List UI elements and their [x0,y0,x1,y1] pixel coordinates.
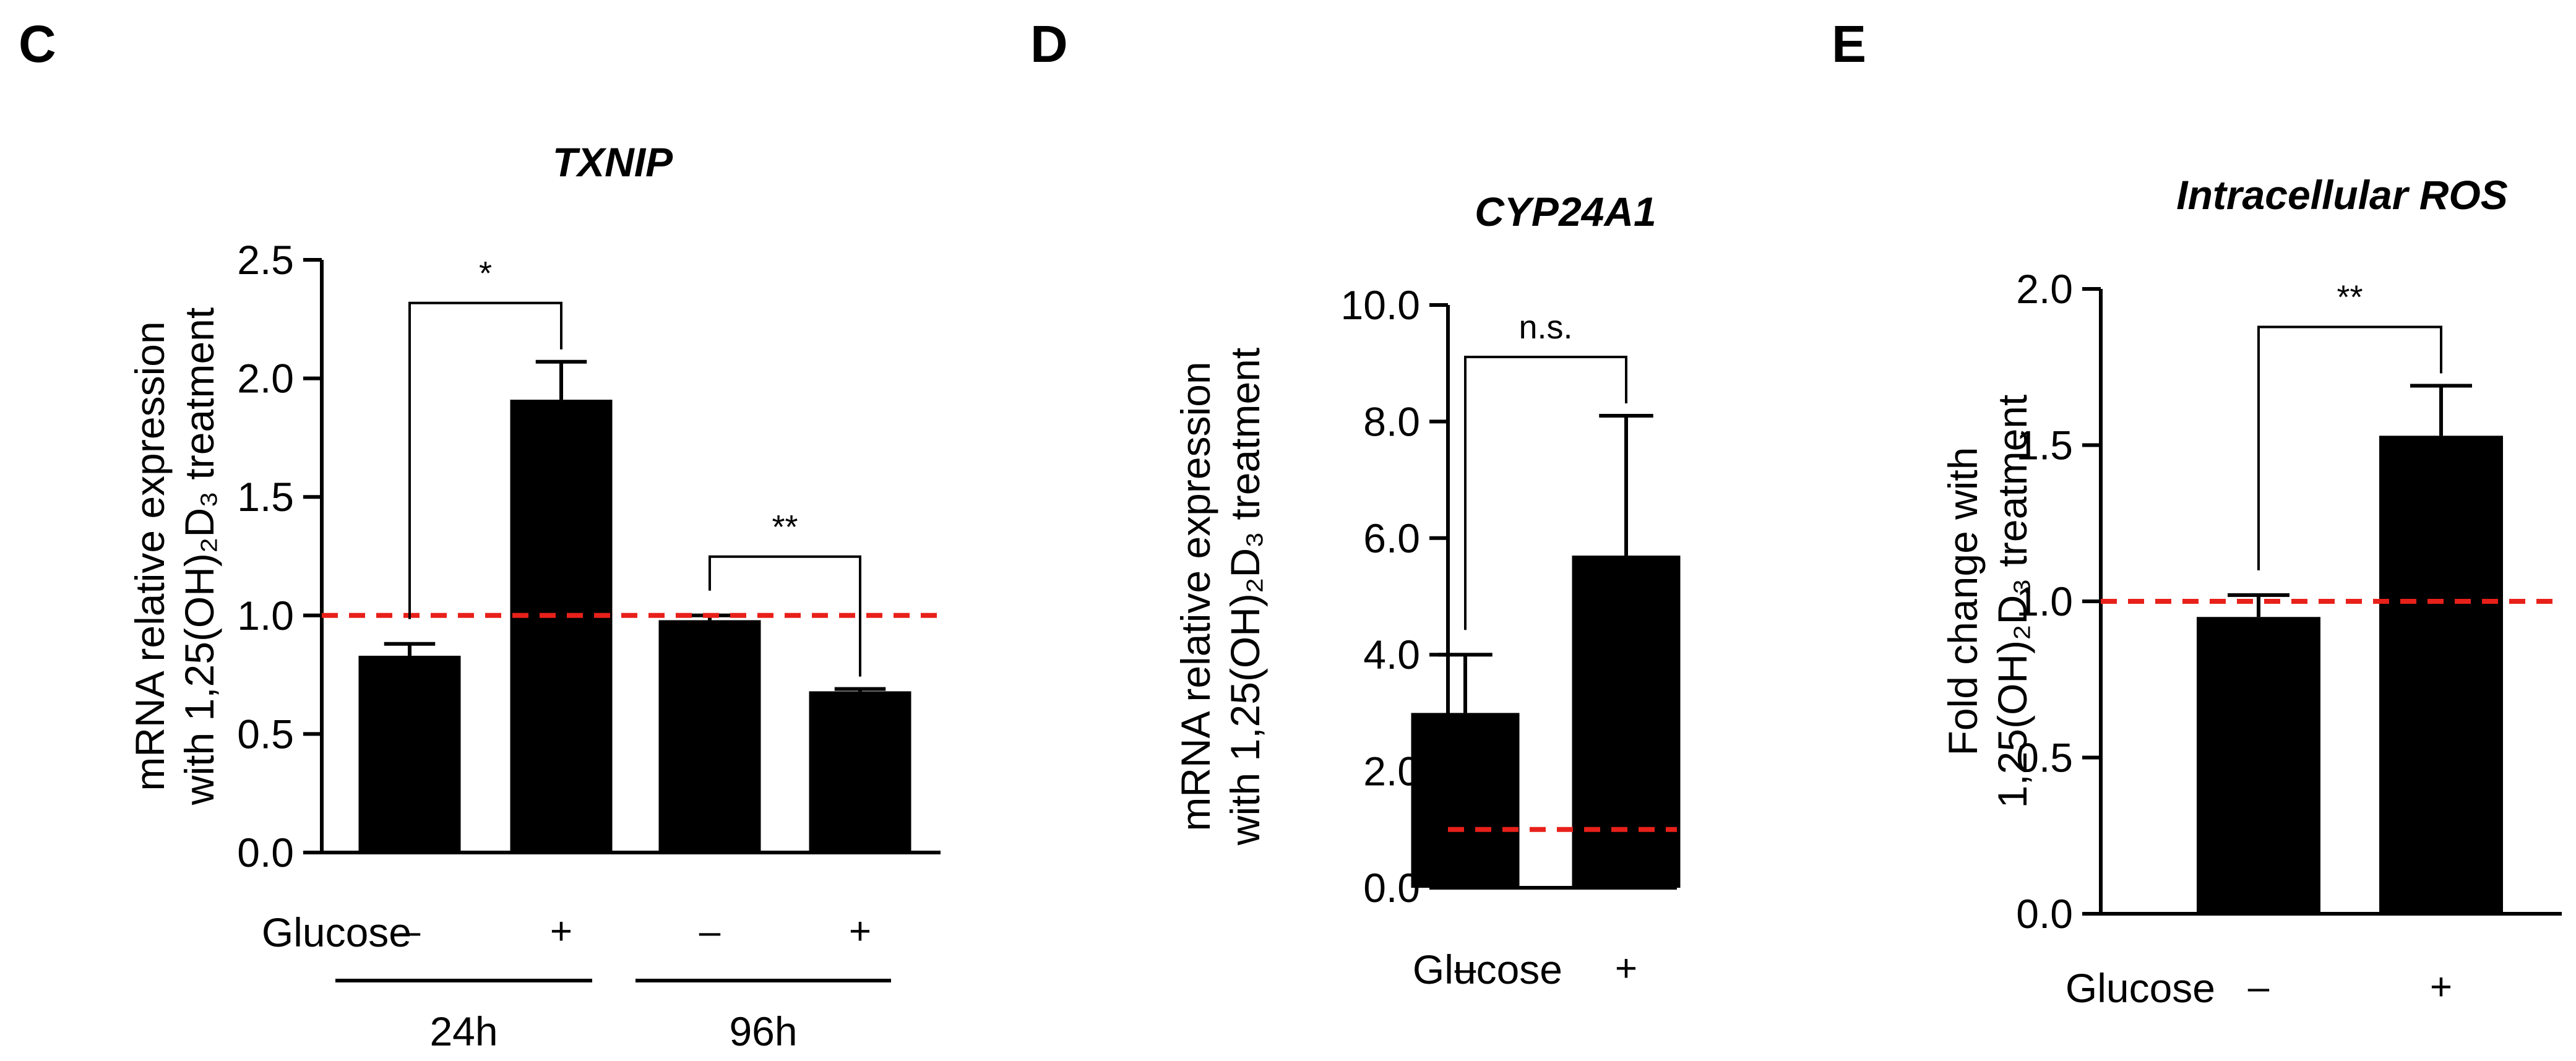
y-tick-label: 8.0 [1363,398,1420,444]
x-tick-label: + [1615,947,1637,990]
significance-bracket [408,301,562,619]
group-label: 24h [429,1008,498,1054]
y-tick-label: 2.0 [237,356,294,402]
x-tick-label: + [849,910,871,953]
bar [2197,617,2320,914]
significance-label: ** [772,509,798,546]
y-tick-label: 1.0 [2016,578,2073,624]
x-tick-label: – [1455,947,1476,990]
chart-panel-d: CYP24A1 mRNA relative expression with 1,25… [1173,189,1681,992]
y-tick-label: 1.5 [2016,423,2073,468]
bar [658,620,761,853]
significance-label: n.s. [1518,309,1572,346]
chart-title: TXNIP [553,139,673,185]
y-axis-label-line1: mRNA relative expression [127,321,173,791]
x-tick-label: – [2248,966,2270,1008]
y-tick-label: 6.0 [1363,515,1420,561]
panel-label-e: E [1832,15,1866,73]
y-tick-label: 2.0 [2016,266,2073,312]
group-label: 96h [729,1008,797,1054]
x-tick-label: + [2430,966,2452,1008]
y-tick-label: 0.0 [1363,865,1420,911]
y-tick-label: 2.0 [1363,749,1420,794]
bar [2379,436,2503,914]
x-axis-label: Glucose [1413,947,1562,992]
y-tick-label: 0.5 [237,711,294,757]
bar [510,400,613,853]
y-tick-label: 2.5 [237,237,294,283]
y-axis-label-line1: mRNA relative expression [1173,361,1218,831]
significance-label: * [479,255,492,292]
x-axis-label: Glucose [262,909,411,955]
y-axis-label-line2: 1,25(OH)₂D₃ treatment [1989,395,2035,809]
significance-bracket [1464,355,1627,630]
panel-label-c: C [19,15,56,73]
significance-bracket [2257,325,2442,570]
y-tick-label: 1.5 [237,474,294,520]
bar [358,655,461,853]
bar [809,691,911,853]
x-tick-label: – [699,910,721,953]
y-axis-label-line1: Fold change with [1940,447,1986,756]
panel-label-d: D [1030,15,1068,73]
significance-bracket [709,555,861,677]
y-tick-label: 0.5 [2016,735,2073,781]
x-tick-label: – [399,910,421,953]
y-tick-label: 1.0 [237,593,294,638]
bar [1411,713,1520,888]
x-tick-label: + [550,910,572,953]
chart-title: Intracellular ROS [2176,172,2508,218]
x-axis-label: Glucose [2066,965,2215,1011]
significance-label: ** [2337,279,2363,316]
y-tick-label: 0.0 [2016,891,2073,937]
y-axis-label-line2: with 1,25(OH)₂D₃ treatment [1222,348,1268,846]
chart-title: CYP24A1 [1475,189,1656,234]
y-tick-label: 10.0 [1341,282,1420,328]
y-tick-label: 0.0 [237,830,294,875]
chart-panel-c: TXNIP mRNA relative expression with 1,25(O… [127,139,941,1054]
y-tick-label: 4.0 [1363,632,1420,677]
y-axis-label-line2: with 1,25(OH)₂D₃ treatment [176,307,222,805]
chart-panel-e: Intracellular ROS Fold change with 1,25(OH… [1940,172,2562,1011]
bar [1572,556,1681,888]
